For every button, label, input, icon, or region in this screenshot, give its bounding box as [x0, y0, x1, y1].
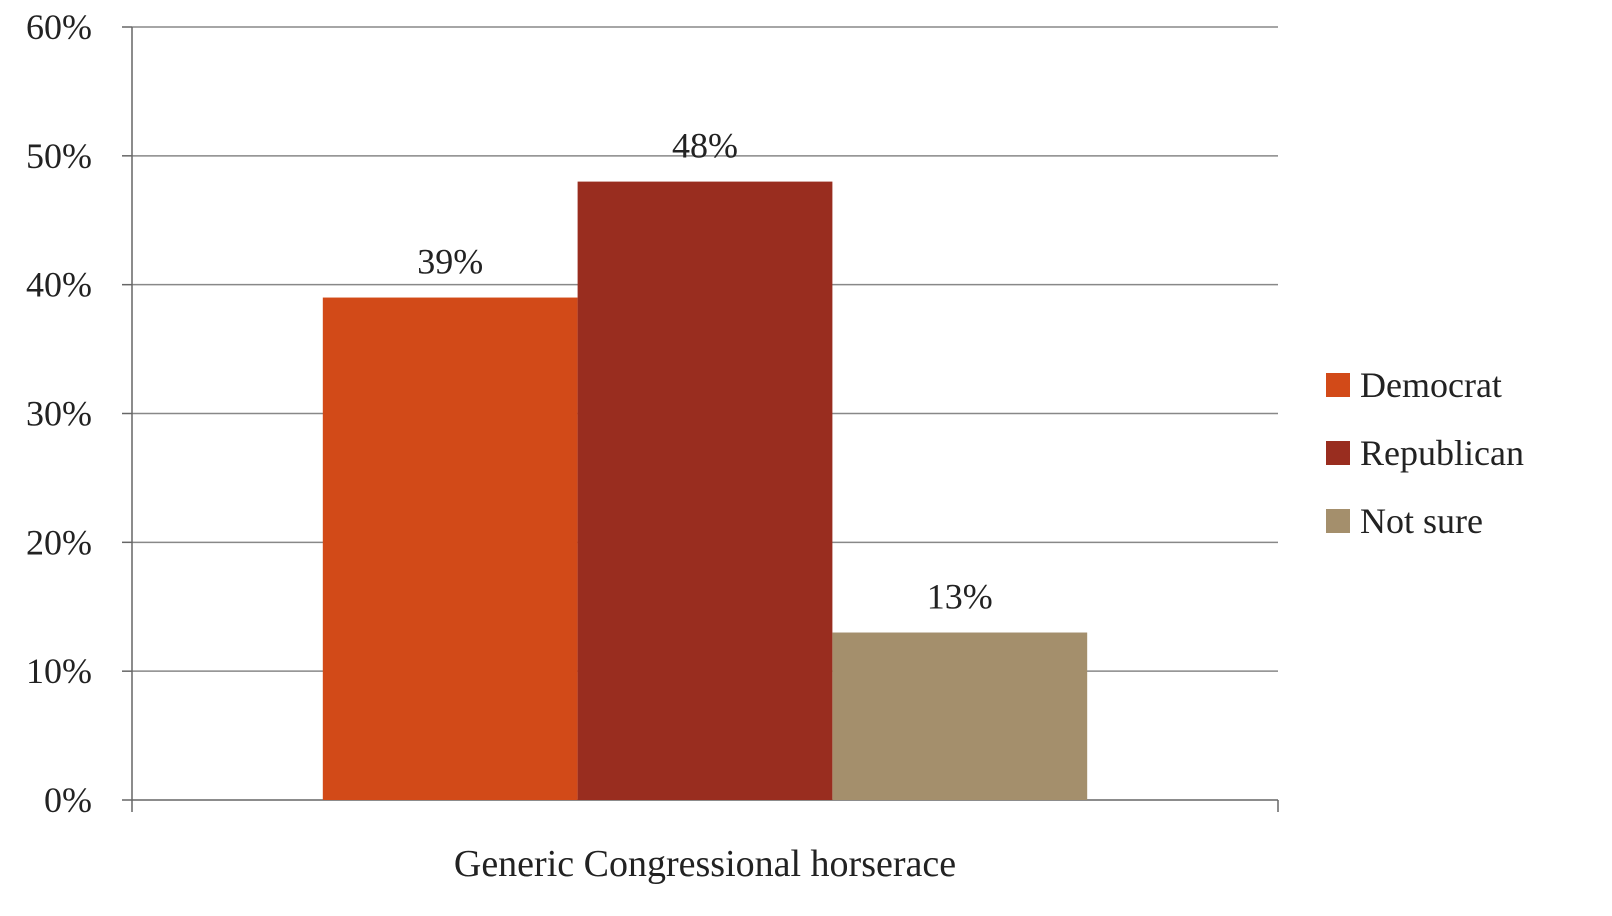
legend-label-not-sure: Not sure — [1360, 501, 1483, 541]
bar-not-sure — [832, 632, 1088, 800]
data-label-not-sure: 13% — [927, 577, 993, 617]
y-tick-label: 0% — [44, 780, 92, 820]
y-tick-label: 50% — [26, 136, 92, 176]
legend-swatch-democrat — [1326, 373, 1350, 397]
y-tick-label: 30% — [26, 394, 92, 434]
bar-republican — [577, 181, 833, 801]
y-tick-label: 20% — [26, 522, 92, 562]
legend: Democrat Republican Not sure — [1326, 365, 1524, 541]
y-tick-label: 60% — [26, 7, 92, 47]
legend-label-republican: Republican — [1360, 433, 1524, 473]
bars — [322, 181, 1088, 801]
bar-democrat — [322, 297, 578, 800]
x-axis-categories: Generic Congressional horserace — [454, 843, 956, 885]
y-axis-ticks: 0% 10% 20% 30% 40% 50% 60% — [26, 7, 92, 820]
y-tick-label: 10% — [26, 651, 92, 691]
x-category-label: Generic Congressional horserace — [454, 843, 956, 885]
legend-label-democrat: Democrat — [1360, 365, 1502, 405]
data-label-democrat: 39% — [417, 242, 483, 282]
data-label-republican: 48% — [672, 126, 738, 166]
legend-swatch-not-sure — [1326, 509, 1350, 533]
y-tick-label: 40% — [26, 265, 92, 305]
legend-swatch-republican — [1326, 441, 1350, 465]
data-labels: 39% 48% 13% — [417, 126, 993, 617]
